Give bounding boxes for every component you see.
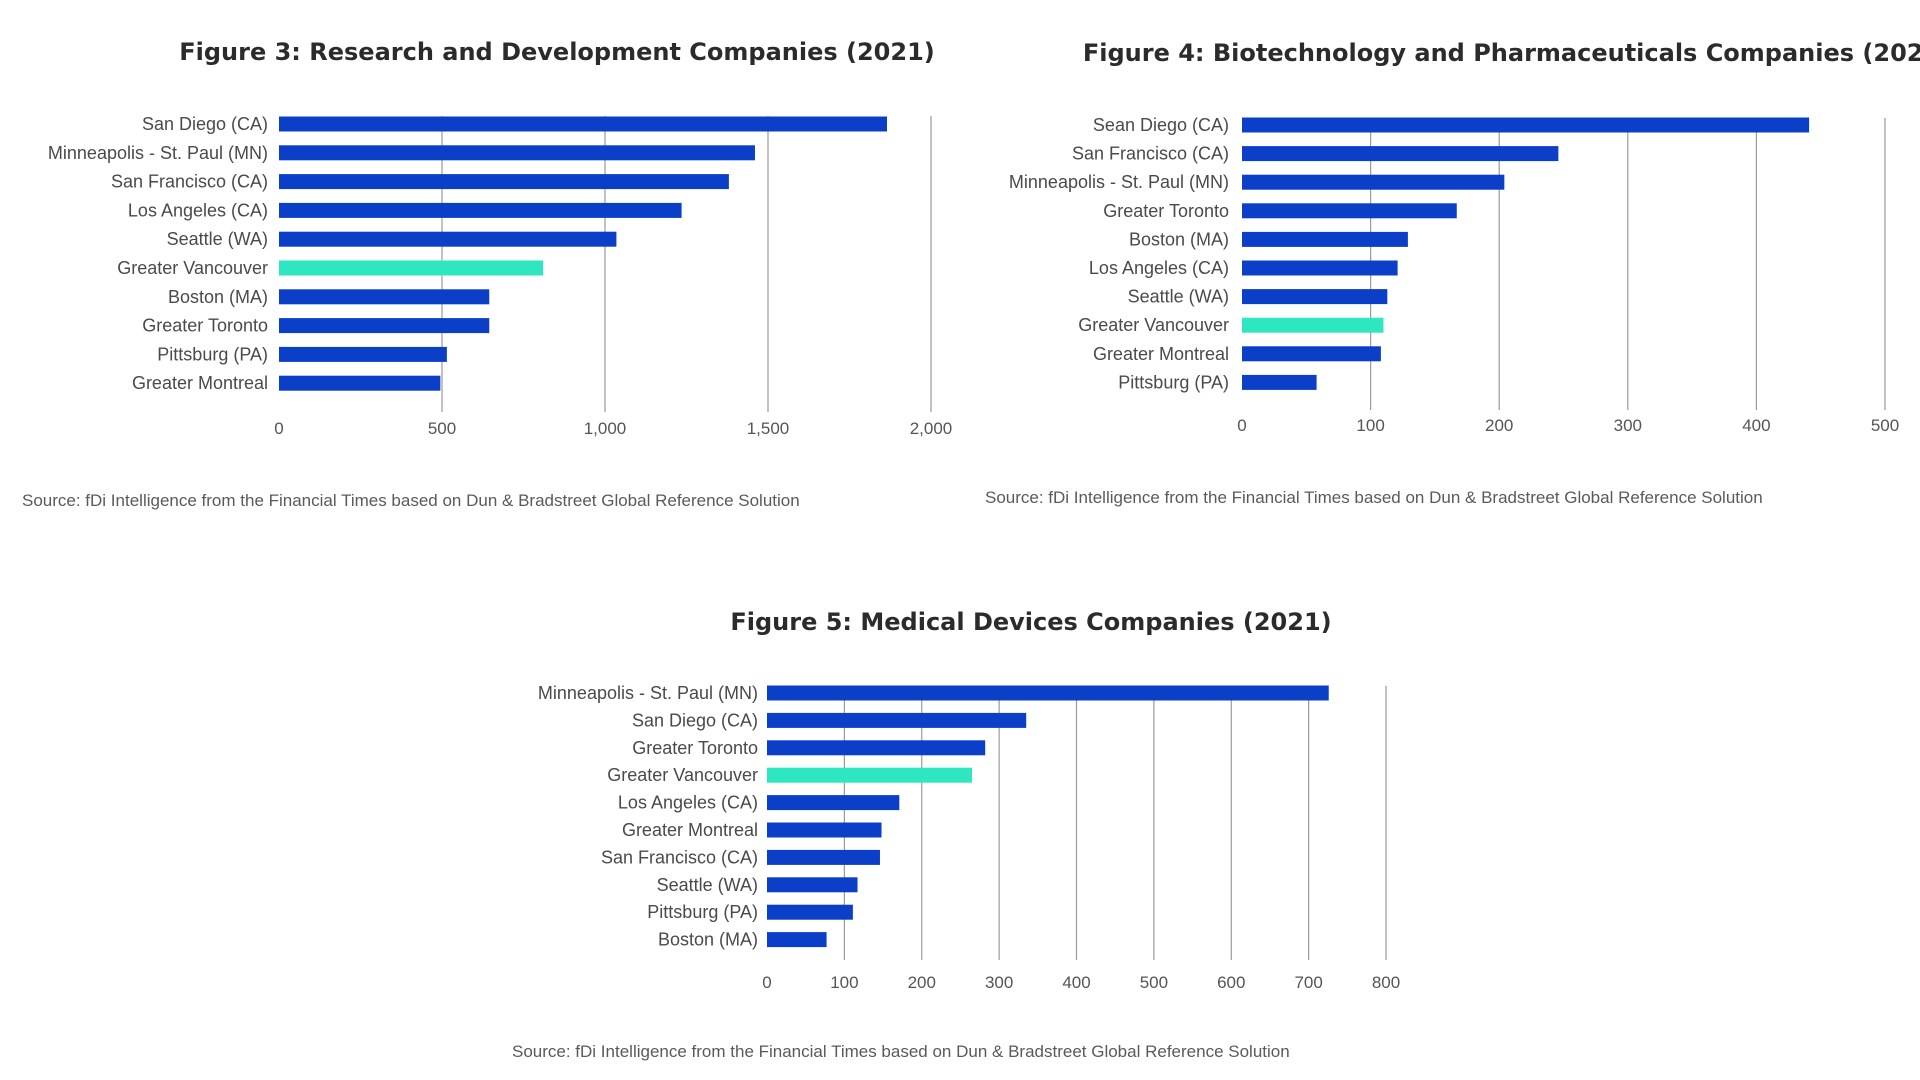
category-label: Minneapolis - St. Paul (MN) (538, 683, 758, 703)
bar (279, 318, 490, 334)
bar-highlight (1242, 317, 1384, 333)
bar (279, 289, 490, 305)
x-tick-label: 100 (830, 973, 858, 992)
bar (1242, 346, 1381, 362)
figure-3-chart: Figure 3: Research and Development Compa… (0, 0, 980, 540)
category-label: San Diego (CA) (632, 710, 758, 730)
source-note: Source: fDi Intelligence from the Financ… (512, 1042, 1290, 1061)
bar (767, 685, 1329, 701)
x-tick-label: 300 (985, 973, 1013, 992)
x-tick-label: 500 (1140, 973, 1168, 992)
category-label: San Francisco (CA) (601, 847, 758, 867)
category-label: Boston (MA) (658, 930, 758, 950)
bar (767, 849, 880, 865)
bar (767, 740, 986, 756)
x-tick-label: 500 (428, 419, 456, 438)
bar (1242, 260, 1398, 276)
x-tick-label: 1,500 (747, 419, 790, 438)
x-tick-label: 300 (1614, 416, 1642, 435)
bar (767, 795, 900, 811)
chart-title: Figure 3: Research and Development Compa… (179, 38, 935, 66)
bar (1242, 374, 1317, 390)
bar-highlight (767, 767, 973, 783)
chart-title: Figure 5: Medical Devices Companies (202… (730, 608, 1331, 636)
category-label: Greater Toronto (1103, 201, 1229, 221)
bar (279, 145, 755, 161)
category-label: Sean Diego (CA) (1093, 115, 1229, 135)
x-tick-label: 500 (1871, 416, 1899, 435)
category-label: Greater Vancouver (1078, 315, 1229, 335)
category-label: Los Angeles (CA) (1089, 258, 1229, 278)
bar (279, 202, 682, 218)
x-tick-label: 400 (1062, 973, 1090, 992)
category-label: San Diego (CA) (142, 114, 268, 134)
x-tick-label: 0 (274, 419, 283, 438)
category-label: Minneapolis - St. Paul (MN) (1009, 172, 1229, 192)
source-note: Source: fDi Intelligence from the Financ… (22, 491, 800, 510)
category-label: San Francisco (CA) (111, 172, 268, 192)
category-label: Greater Toronto (142, 316, 268, 336)
x-tick-label: 100 (1356, 416, 1384, 435)
bar (767, 904, 853, 920)
x-tick-label: 400 (1742, 416, 1770, 435)
category-label: Boston (MA) (1129, 229, 1229, 249)
category-label: Seattle (WA) (657, 875, 758, 895)
x-tick-label: 0 (1237, 416, 1246, 435)
category-label: Greater Montreal (622, 820, 758, 840)
bar (279, 231, 617, 247)
bar (1242, 117, 1810, 133)
bar (279, 174, 729, 190)
figure-5-chart: Figure 5: Medical Devices Companies (202… (0, 560, 1920, 1080)
x-tick-label: 700 (1294, 973, 1322, 992)
category-label: Greater Toronto (632, 738, 758, 758)
bar (1242, 174, 1505, 190)
x-tick-label: 2,000 (910, 419, 953, 438)
category-label: Greater Montreal (132, 373, 268, 393)
chart-title: Figure 4: Biotechnology and Pharmaceutic… (1083, 39, 1920, 67)
category-label: Pittsburg (PA) (1118, 372, 1229, 392)
bar (279, 116, 887, 132)
bar (1242, 203, 1457, 219)
category-label: Los Angeles (CA) (128, 200, 268, 220)
category-label: Minneapolis - St. Paul (MN) (48, 143, 268, 163)
category-label: Los Angeles (CA) (618, 793, 758, 813)
bar (279, 346, 447, 362)
bar-highlight (279, 260, 544, 276)
category-label: Pittsburg (PA) (647, 902, 758, 922)
bar (767, 822, 882, 838)
category-label: Seattle (WA) (1128, 287, 1229, 307)
bar (1242, 231, 1408, 247)
category-label: Seattle (WA) (167, 229, 268, 249)
bar (767, 932, 827, 948)
x-tick-label: 200 (908, 973, 936, 992)
category-label: San Francisco (CA) (1072, 144, 1229, 164)
x-tick-label: 1,000 (584, 419, 627, 438)
figure-4-chart: Figure 4: Biotechnology and Pharmaceutic… (980, 0, 1920, 540)
source-note: Source: fDi Intelligence from the Financ… (985, 488, 1763, 507)
category-label: Greater Vancouver (117, 258, 268, 278)
category-label: Greater Vancouver (607, 765, 758, 785)
bar (767, 712, 1027, 728)
chart-svg: Figure 5: Medical Devices Companies (202… (512, 608, 1400, 1061)
bar (1242, 146, 1559, 162)
x-tick-label: 0 (762, 973, 771, 992)
bar (767, 877, 858, 893)
category-label: Boston (MA) (168, 287, 268, 307)
chart-svg: Figure 4: Biotechnology and Pharmaceutic… (985, 39, 1920, 507)
x-tick-label: 600 (1217, 973, 1245, 992)
x-tick-label: 800 (1372, 973, 1400, 992)
x-tick-label: 200 (1485, 416, 1513, 435)
category-label: Pittsburg (PA) (157, 344, 268, 364)
bar (1242, 289, 1388, 305)
category-label: Greater Montreal (1093, 344, 1229, 364)
bar (279, 375, 441, 391)
chart-svg: Figure 3: Research and Development Compa… (22, 38, 953, 510)
